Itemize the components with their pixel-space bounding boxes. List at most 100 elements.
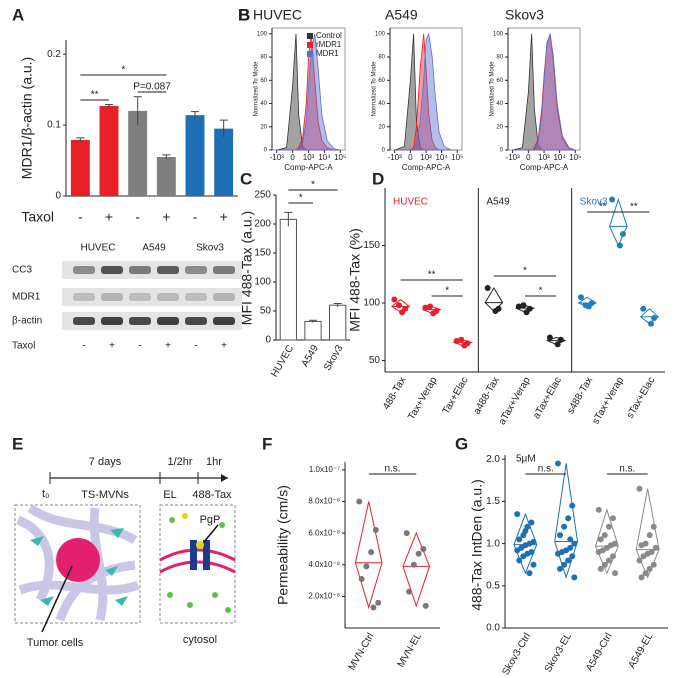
data-point (458, 336, 465, 343)
y-tick-label: 80 (260, 55, 267, 61)
data-point (396, 302, 402, 309)
panel-label: G (455, 434, 468, 453)
y-tick-label: 2.0 (486, 454, 500, 465)
blot-band (157, 293, 179, 301)
y-tick-label: 0 (382, 148, 386, 154)
y-axis-label: MDR1/β-actin (a.u.) (19, 57, 35, 179)
sig-label: * (299, 193, 303, 204)
group-title: HUVEC (393, 197, 428, 208)
y-tick-label: 80 (496, 55, 503, 61)
sig-label: n.s. (384, 464, 400, 475)
blot-treatment: + (109, 341, 115, 352)
data-point (554, 460, 561, 467)
x-axis-label: Comp-APC-A (520, 163, 569, 172)
blot-band (185, 266, 207, 274)
x-tick-label: 10⁴ (553, 153, 566, 162)
y-tick-label: 1.5 (486, 496, 500, 507)
y-tick-label: 100 (254, 277, 271, 288)
data-point (642, 570, 649, 577)
data-point (554, 341, 561, 348)
x-axis-label: Comp-APC-A (402, 163, 451, 172)
data-point (363, 563, 370, 570)
data-point (595, 549, 602, 556)
data-point (403, 530, 410, 537)
x-tick-label: 10³ (538, 153, 550, 162)
x-tick-label: s488-Tax (565, 375, 595, 416)
y-tick-label: 1.0 (486, 538, 500, 549)
bar (156, 157, 176, 196)
x-tick-label: Tax+Elac (441, 375, 471, 416)
x-tick-label: sTax+Verap (590, 375, 626, 426)
data-point (638, 542, 645, 549)
data-point (520, 553, 527, 560)
data-point (569, 553, 576, 560)
y-tick-label: 1.0x10⁻⁷ (309, 465, 340, 474)
blot-treatment-label: Taxol (12, 341, 35, 352)
x-tick-label: - (78, 209, 83, 225)
data-point (530, 561, 537, 568)
x-tick-label: Skov3-EL (543, 631, 574, 674)
y-tick-label: 20 (378, 124, 385, 130)
histogram-area (394, 32, 458, 151)
histogram-area (512, 33, 576, 151)
data-point (609, 196, 616, 203)
blot-band (185, 317, 207, 325)
y-tick-label: 4.0x10⁻⁸ (308, 560, 340, 569)
blot-band (213, 266, 235, 274)
data-point (358, 575, 365, 582)
bar (279, 218, 297, 341)
x-tick-label: 10⁵ (451, 153, 463, 162)
drug (196, 541, 204, 549)
y-axis-label: Normalized To Mode (372, 61, 378, 117)
y-axis-label: 488-Tax IntDen (a.u.) (469, 479, 485, 611)
panel-label: F (262, 434, 272, 453)
t0-label: t₀ (42, 488, 50, 500)
membrane (159, 548, 236, 562)
blot-band (101, 293, 123, 301)
y-tick-label: 250 (254, 190, 271, 201)
note: 5μM (516, 454, 536, 465)
data-point (427, 303, 434, 310)
x-tick-label: sTax+Elac (625, 375, 657, 420)
y-tick-label: 0.5 (486, 580, 500, 591)
data-point (638, 574, 645, 581)
data-point (410, 561, 417, 568)
panel-label: D (372, 169, 384, 188)
data-point (640, 553, 647, 560)
x-tick-label: - (193, 209, 198, 225)
y-tick-label: 100 (493, 31, 504, 37)
x-tick-label: a488-Tax (472, 375, 502, 416)
blot-band (213, 317, 235, 325)
blot-band (213, 293, 235, 301)
data-point (567, 536, 574, 543)
x-tick-label: MVN-Ctrl (347, 631, 377, 672)
x-tick-label: 0 (408, 153, 413, 162)
data-point (597, 536, 604, 543)
x-tick-label: Tax+Verap (406, 375, 440, 422)
panel-label: A (12, 5, 24, 24)
pump (190, 540, 197, 570)
vessel-network (16, 504, 140, 622)
y-tick-label: 40 (260, 101, 267, 107)
stage-label: 488-Tax (192, 489, 232, 501)
sig-label: n.s. (619, 464, 635, 475)
bar (128, 110, 148, 196)
x-axis-label: Taxol (21, 209, 54, 225)
y-tick-label: 100 (257, 31, 268, 37)
x-tick-label: 10⁵ (334, 153, 346, 162)
blot-band (185, 293, 207, 301)
legend-label: rMDR1 (316, 40, 342, 49)
blot-strip (62, 312, 242, 330)
data-point (569, 502, 576, 509)
data-point (520, 302, 527, 309)
x-tick-label: aTax+Verap (497, 375, 533, 427)
sig-label: * (445, 286, 449, 297)
chart-title: HUVEC (253, 7, 302, 23)
blot-band (73, 293, 95, 301)
y-tick-label: 60 (496, 78, 503, 84)
violin (513, 512, 538, 575)
x-tick-label: Skov3 (322, 343, 346, 373)
data-point (582, 302, 589, 309)
data-point (453, 337, 460, 344)
x-tick-label: 10³ (420, 153, 432, 162)
